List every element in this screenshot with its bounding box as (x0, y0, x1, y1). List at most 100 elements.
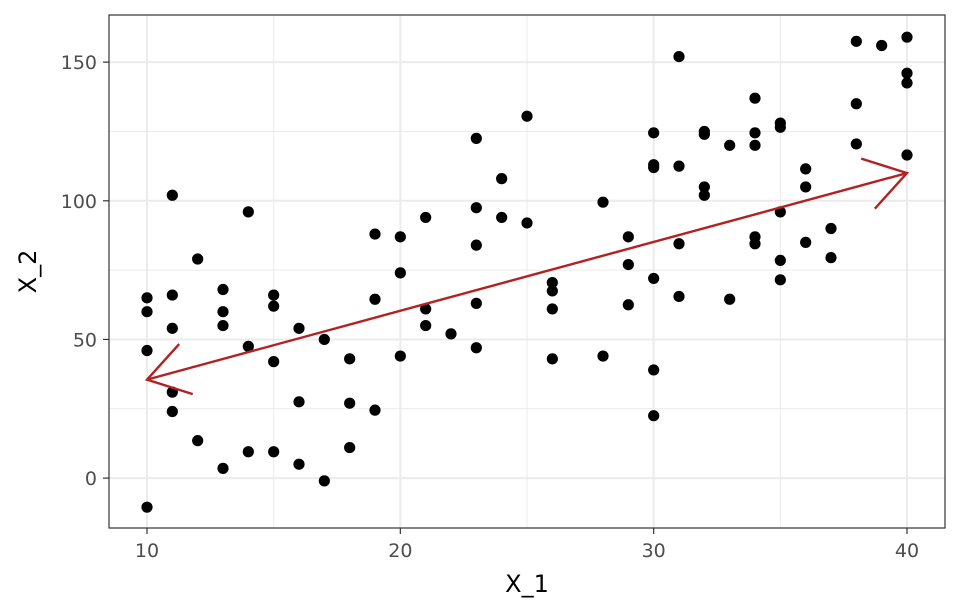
data-point (141, 306, 153, 318)
data-point (242, 446, 254, 458)
data-point (217, 283, 229, 296)
data-point (268, 300, 280, 312)
data-point (698, 181, 710, 193)
data-point (141, 292, 153, 304)
data-point (166, 322, 178, 334)
data-point (774, 121, 786, 133)
data-point (622, 258, 634, 271)
data-point (850, 35, 862, 47)
x-tick-label: 30 (642, 540, 666, 562)
major-gridlines (109, 15, 945, 528)
data-point (344, 397, 356, 409)
x-tick-label: 10 (135, 540, 159, 562)
data-point (648, 161, 660, 174)
data-point (546, 285, 558, 297)
y-axis-title: X_2 (14, 250, 42, 294)
data-point (648, 127, 660, 139)
x-tick-label: 20 (388, 540, 412, 562)
data-point (242, 206, 254, 218)
data-point (420, 319, 432, 332)
data-point (293, 322, 305, 334)
data-point (749, 139, 761, 151)
data-point (597, 350, 609, 362)
data-point (470, 132, 482, 144)
data-point (901, 77, 913, 89)
data-point (698, 128, 710, 140)
y-tick-label: 0 (85, 468, 97, 490)
data-point (293, 458, 305, 470)
data-point (166, 289, 178, 301)
data-point (622, 231, 634, 243)
data-point (318, 333, 330, 346)
data-point (850, 138, 862, 150)
data-point (901, 67, 913, 79)
data-point (344, 353, 356, 365)
data-point (724, 139, 736, 151)
data-point (166, 405, 178, 418)
x-tick-label: 40 (895, 540, 919, 562)
data-point (800, 163, 812, 175)
arrow-shaft (146, 171, 908, 381)
data-point (496, 211, 508, 224)
arrow-head-right (860, 157, 910, 210)
data-point (673, 50, 685, 63)
data-point (470, 342, 482, 354)
data-point (648, 410, 660, 422)
data-point (192, 253, 204, 265)
data-point (749, 127, 761, 139)
data-point (800, 181, 812, 193)
data-point (673, 238, 685, 250)
data-point (192, 435, 204, 447)
data-point (369, 293, 381, 305)
data-point (825, 222, 837, 235)
data-point (724, 293, 736, 305)
data-point (420, 303, 432, 315)
data-point (420, 211, 432, 224)
data-point (166, 189, 178, 201)
data-point (217, 462, 229, 474)
trend-arrow (144, 157, 910, 396)
data-point (496, 173, 508, 185)
data-point (901, 149, 913, 161)
data-point (648, 364, 660, 376)
data-point (673, 290, 685, 303)
minor-gridlines (109, 15, 945, 528)
data-point (369, 228, 381, 240)
data-point (141, 501, 153, 513)
data-point (141, 344, 153, 357)
data-point (268, 289, 280, 301)
data-point (521, 217, 533, 229)
data-point (470, 202, 482, 214)
panel-border (108, 14, 946, 529)
data-point (774, 274, 786, 286)
data-point (268, 446, 280, 458)
data-point (217, 306, 229, 318)
data-point (394, 350, 406, 362)
data-point (597, 196, 609, 208)
data-point (546, 303, 558, 315)
x-axis-title: X_1 (505, 570, 549, 598)
data-point (825, 252, 837, 264)
data-point (876, 39, 888, 52)
data-point (394, 267, 406, 279)
data-point (774, 254, 786, 267)
data-point (546, 353, 558, 365)
data-point (470, 297, 482, 309)
y-axis-ticks: 0 50 100 150 (61, 52, 109, 490)
data-point (901, 31, 913, 43)
y-tick-label: 100 (61, 191, 97, 213)
data-point (470, 239, 482, 251)
data-point (344, 441, 356, 454)
data-point (369, 404, 381, 416)
data-point (546, 276, 558, 289)
data-point (648, 272, 660, 285)
data-point (268, 356, 280, 368)
data-points (141, 31, 913, 513)
data-point (521, 110, 533, 122)
y-tick-label: 150 (61, 52, 97, 74)
data-point (850, 98, 862, 110)
data-point (394, 231, 406, 243)
data-point (749, 92, 761, 104)
data-point (749, 238, 761, 250)
